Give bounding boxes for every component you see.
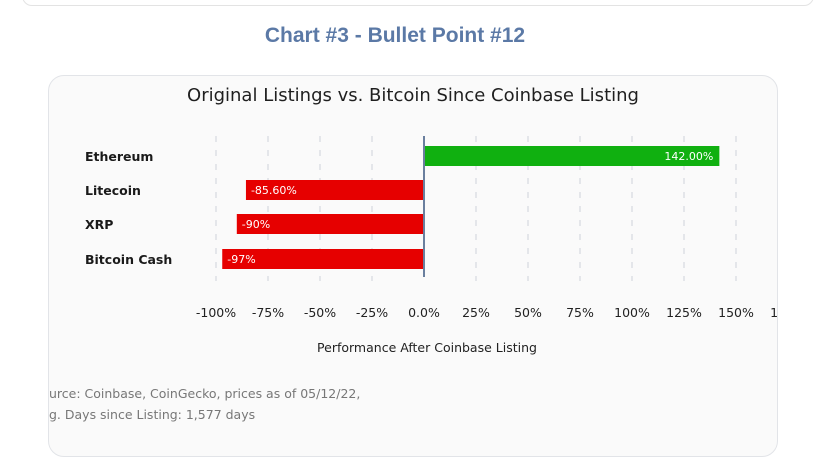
x-tick-label: 150% (718, 305, 754, 320)
x-tick-label: -50% (304, 305, 336, 320)
x-tick-label: -25% (356, 305, 388, 320)
bar-ethereum (424, 146, 720, 166)
x-tick-label: 175% (770, 305, 777, 320)
data-label: -97% (227, 253, 255, 266)
x-tick-label: 75% (566, 305, 594, 320)
bar-litecoin (245, 180, 424, 200)
previous-card-edge (22, 0, 814, 6)
bar-chart: -100% -75% -50% -25% 0.0% 25% 50% 75% 100% 125% 15… (85, 136, 777, 355)
data-label: -85.60% (251, 184, 297, 197)
x-tick-label: 100% (614, 305, 650, 320)
chart-title: Original Listings vs. Bitcoin Since Coin… (187, 85, 639, 106)
x-tick-label: 25% (462, 305, 490, 320)
category-label: Litecoin (85, 183, 141, 198)
category-label: Ethereum (85, 149, 153, 164)
x-axis-title: Performance After Coinbase Listing (317, 340, 537, 355)
x-tick-label: -100% (196, 305, 236, 320)
x-tick-label: -75% (252, 305, 284, 320)
page-heading: Chart #3 - Bullet Point #12 (264, 24, 526, 47)
bar-xrp (236, 214, 424, 234)
bar-bitcoin-cash (222, 249, 424, 269)
x-tick-label: 50% (514, 305, 542, 320)
x-tick-label: 125% (666, 305, 702, 320)
days-note: g. Days since Listing: 1,577 days (49, 407, 256, 422)
data-label: 142.00% (664, 150, 713, 163)
source-note: urce: Coinbase, CoinGecko, prices as of … (49, 386, 361, 401)
category-label: XRP (85, 217, 113, 232)
x-tick-label: 0.0% (408, 305, 440, 320)
data-label: -90% (242, 218, 270, 231)
category-label: Bitcoin Cash (85, 252, 172, 267)
chart-card: Original Listings vs. Bitcoin Since Coin… (48, 75, 778, 457)
